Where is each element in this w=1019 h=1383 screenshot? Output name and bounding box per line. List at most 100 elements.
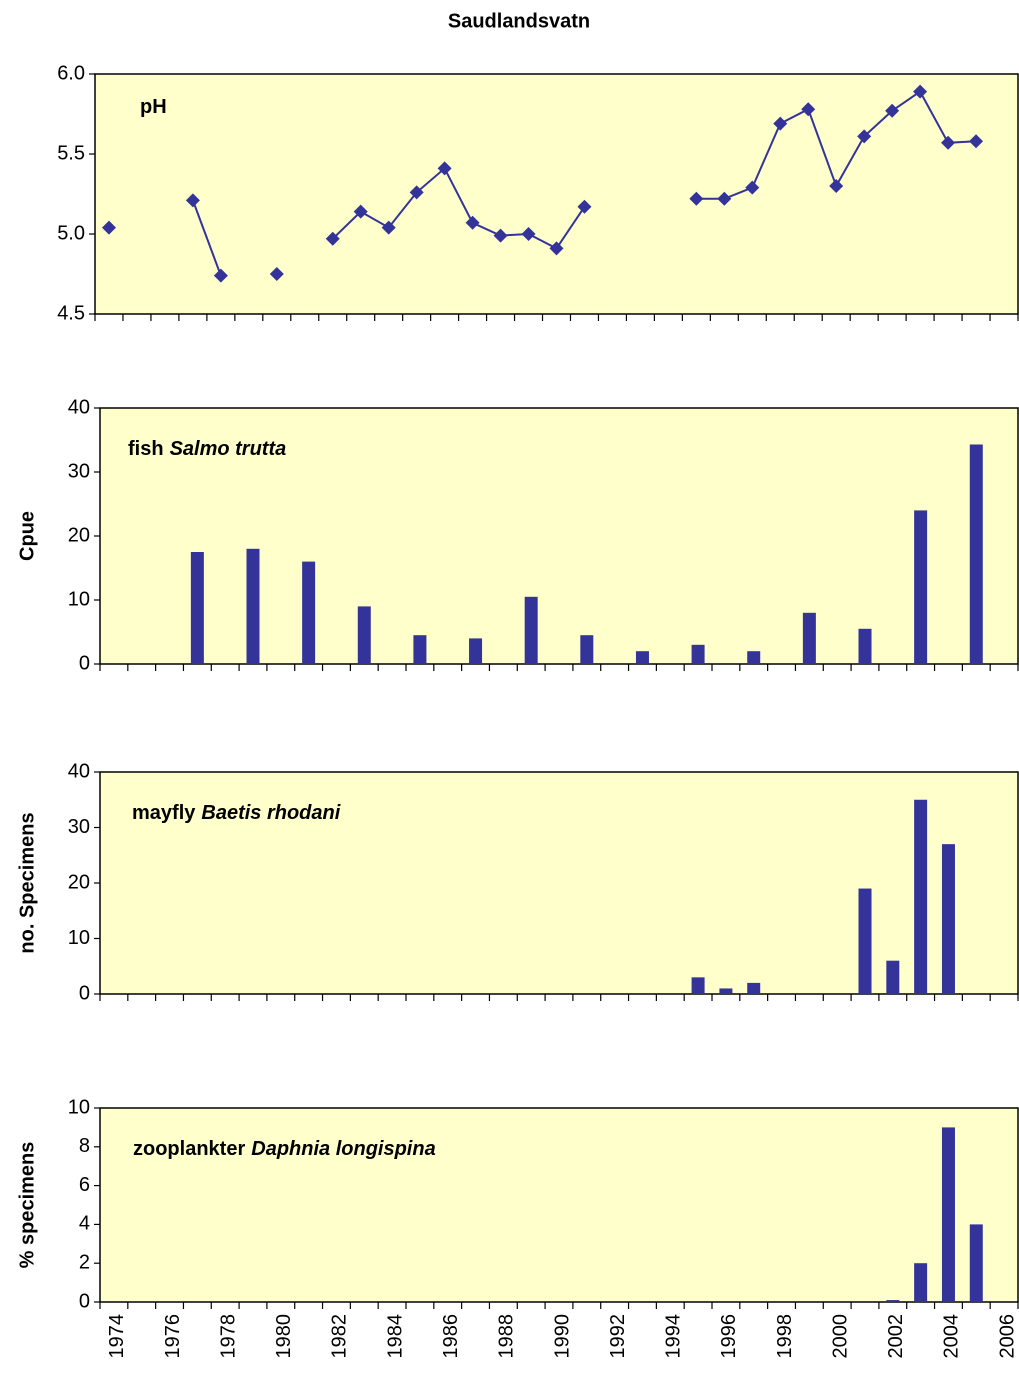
panel-label: mayfly Baetis rhodani [132,802,341,824]
marker [689,191,704,206]
panel-label-text: zooplankter [133,1138,245,1160]
x-tick-label: 1984 [384,1314,406,1359]
bar [302,561,316,664]
x-tick-label: 1982 [329,1314,351,1359]
marker [101,220,116,235]
y-tick-label: 6 [79,1174,90,1196]
y-tick-label: 40 [68,396,90,418]
marker [353,204,368,219]
panel-label-text: fish [128,438,164,460]
bar [357,606,371,664]
marker [969,134,984,149]
bar [941,1127,955,1302]
marker [325,231,340,246]
marker [577,199,592,214]
bar [635,651,649,664]
panel-label: pH [140,96,167,118]
marker [857,129,872,144]
panel-label-species: Daphnia longispina [251,1138,435,1160]
bar [941,844,955,994]
marker [185,193,200,208]
bar [914,510,928,664]
bar [886,1300,900,1302]
y-tick-label: 20 [68,871,90,893]
y-axis-label: no. Specimens [16,812,38,953]
y-tick-label: 0 [79,982,90,1004]
bar [246,548,260,664]
y-tick-label: 10 [68,927,90,949]
y-tick-label: 0 [79,652,90,674]
y-tick-label: 30 [68,816,90,838]
x-tick-label: 1992 [607,1314,629,1359]
x-tick-label: 1986 [440,1314,462,1359]
bar [858,888,872,994]
y-tick-label: 8 [79,1135,90,1157]
x-tick-label: 1998 [774,1314,796,1359]
bar [469,638,483,664]
marker [521,227,536,241]
bar [886,960,900,994]
y-axis-label: Cpue [16,511,38,561]
bar [747,982,761,994]
y-tick-label: 10 [68,588,90,610]
marker [437,161,452,176]
x-tick-label: 1996 [718,1314,740,1359]
bar [691,644,705,664]
y-tick-label: 20 [68,524,90,546]
panel-label-species: Salmo trutta [170,438,287,460]
chart-title: Saudlandsvatn [448,10,590,32]
x-tick-label: 1988 [496,1314,518,1359]
bar [719,988,733,994]
y-tick-label: 2 [79,1251,90,1273]
marker [717,191,732,206]
y-tick-label: 5.0 [57,222,85,244]
x-tick-label: 1990 [551,1314,573,1359]
y-tick-label: 0 [79,1290,90,1312]
y-axis-label: % specimens [16,1142,38,1269]
line [332,166,586,250]
bar [524,596,538,664]
x-tick-label: 2002 [885,1314,907,1359]
x-tick-label: 1994 [663,1314,685,1359]
panel-label: zooplankter Daphnia longispina [133,1138,436,1160]
marker [913,84,928,99]
x-tick-label: 2004 [941,1314,963,1359]
marker [465,215,480,230]
x-tick-label: 2006 [996,1314,1018,1359]
x-tick-label: 2000 [829,1314,851,1359]
y-tick-label: 6.0 [57,62,85,84]
bar [747,651,761,664]
marker [409,185,424,200]
panel-label: fish Salmo trutta [128,438,286,460]
marker [213,268,228,283]
bar [914,1263,928,1302]
bar [914,799,928,994]
marker [829,179,844,193]
bar [190,552,204,664]
bar [413,635,427,664]
marker [269,267,284,281]
y-tick-label: 4 [79,1213,90,1235]
plot-area [99,1107,1019,1303]
line [191,200,222,276]
y-tick-label: 5.5 [57,142,85,164]
y-tick-label: 40 [68,760,90,782]
bar [802,612,816,664]
panel-label-species: Baetis rhodani [201,802,340,824]
marker [885,103,900,118]
y-tick-label: 30 [68,460,90,482]
bar [969,1224,983,1302]
plot-area [94,73,1019,315]
bar [580,635,594,664]
x-tick-label: 1978 [217,1314,239,1359]
x-tick-label: 1974 [106,1314,128,1359]
marker [381,220,396,235]
bar [858,628,872,664]
marker [941,135,956,150]
bar [969,444,983,664]
marker [549,241,564,256]
panel-label-text: mayfly [132,802,196,824]
x-tick-label: 1980 [273,1314,295,1359]
marker [493,228,508,243]
